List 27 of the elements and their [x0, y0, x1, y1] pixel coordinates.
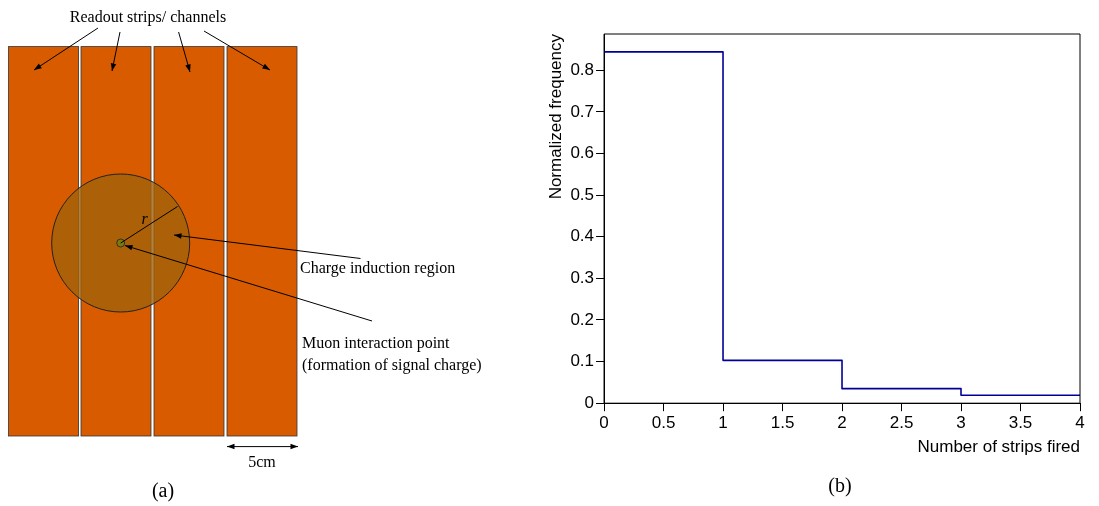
y-tick-label: 0.8	[570, 59, 595, 79]
y-tick-label: 0.1	[570, 351, 595, 371]
text: 5cm	[248, 453, 277, 470]
y-tick-label: 0.5	[570, 184, 595, 204]
y-tick-label: 0	[584, 392, 595, 412]
text: Muon interaction point (formation of signal charge)	[302, 334, 482, 374]
x-tick-label: 3.5	[1008, 413, 1033, 433]
text: (b)	[827, 474, 853, 497]
text: r	[141, 210, 149, 227]
x-tick-label: 1.5	[770, 413, 795, 433]
y-axis-title: Normalized frequency	[545, 33, 565, 200]
y-tick-label: 0.3	[570, 268, 595, 288]
x-tick-label: 3	[956, 413, 966, 433]
x-tick-label: 2	[837, 413, 847, 433]
x-tick-label: 0.5	[651, 413, 676, 433]
text: Charge induction region	[300, 259, 456, 277]
x-tick-label: 2.5	[889, 413, 914, 433]
y-tick-label: 0.2	[570, 309, 595, 329]
y-tick-label: 0.7	[570, 101, 595, 121]
x-tick-label: 0	[599, 413, 609, 433]
x-tick-label: 4	[1075, 413, 1085, 433]
x-tick-label: 1	[718, 413, 728, 433]
text: Readout strips/ channels	[69, 8, 227, 26]
x-axis-title: Number of strips fired	[917, 437, 1080, 457]
y-tick-label: 0.4	[570, 226, 595, 246]
text: (a)	[151, 479, 175, 502]
y-tick-label: 0.6	[570, 143, 595, 163]
